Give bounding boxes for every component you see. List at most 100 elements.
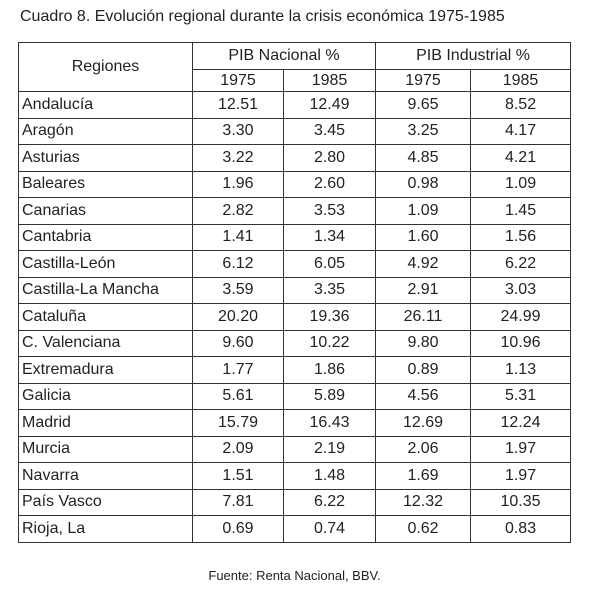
value-cell: 2.91 bbox=[375, 276, 472, 304]
region-cell: Asturias bbox=[18, 144, 193, 172]
region-cell: Extremadura bbox=[18, 356, 193, 384]
header-cell: 1985 bbox=[282, 69, 377, 92]
value-cell: 1.77 bbox=[192, 356, 284, 384]
region-cell: Galicia bbox=[18, 382, 193, 410]
header-row: 1975 1985 1975 1985 bbox=[19, 69, 572, 92]
source: Fuente: Renta Nacional, BBV. bbox=[208, 568, 381, 583]
region-cell: Baleares bbox=[18, 170, 193, 198]
table-header: Regiones PIB Nacional % PIB Industrial %… bbox=[18, 42, 572, 92]
table-row: Cantabria 1.41 1.34 1.60 1.56 bbox=[18, 223, 572, 251]
value-cell: 12.51 bbox=[192, 91, 284, 119]
value-cell: 5.61 bbox=[192, 382, 284, 410]
value-cell: 20.20 bbox=[192, 303, 284, 331]
table-row: C. Valenciana 9.60 10.22 9.80 10.96 bbox=[18, 329, 572, 357]
value-cell: 6.22 bbox=[470, 250, 572, 278]
value-cell: 24.99 bbox=[470, 303, 572, 331]
region-cell: Castilla-La Mancha bbox=[18, 276, 193, 304]
table-row: Castilla-León 6.12 6.05 4.92 6.22 bbox=[18, 250, 572, 278]
value-cell: 1.97 bbox=[470, 435, 572, 463]
value-cell: 12.69 bbox=[375, 409, 472, 437]
region-cell: C. Valenciana bbox=[18, 329, 193, 357]
value-cell: 1.60 bbox=[375, 223, 472, 251]
value-cell: 12.49 bbox=[282, 91, 377, 119]
value-cell: 10.96 bbox=[470, 329, 572, 357]
value-cell: 1.45 bbox=[470, 197, 572, 225]
value-cell: 4.17 bbox=[470, 117, 572, 145]
region-cell: Castilla-León bbox=[18, 250, 193, 278]
value-cell: 0.69 bbox=[192, 515, 284, 543]
value-cell: 3.45 bbox=[282, 117, 377, 145]
table-row: Castilla-La Mancha 3.59 3.35 2.91 3.03 bbox=[18, 276, 572, 304]
value-cell: 2.19 bbox=[282, 435, 377, 463]
value-cell: 0.74 bbox=[282, 515, 377, 543]
value-cell: 10.35 bbox=[470, 488, 572, 516]
value-cell: 2.80 bbox=[282, 144, 377, 172]
value-cell: 10.22 bbox=[282, 329, 377, 357]
value-cell: 15.79 bbox=[192, 409, 284, 437]
table-row: Aragón 3.30 3.45 3.25 4.17 bbox=[18, 117, 572, 145]
value-cell: 5.31 bbox=[470, 382, 572, 410]
table-row: Canarias 2.82 3.53 1.09 1.45 bbox=[18, 197, 572, 225]
table-row: Asturias 3.22 2.80 4.85 4.21 bbox=[18, 144, 572, 172]
region-cell: Murcia bbox=[18, 435, 193, 463]
table-body: Andalucía 12.51 12.49 9.65 8.52 Aragón 3.30 3.4… bbox=[18, 91, 572, 543]
title: Cuadro 8. Evolución regional durante la … bbox=[20, 8, 505, 25]
value-cell: 2.82 bbox=[192, 197, 284, 225]
value-cell: 1.86 bbox=[282, 356, 377, 384]
header-cell: PIB Industrial % bbox=[375, 42, 572, 70]
table-row: Rioja, La 0.69 0.74 0.62 0.83 bbox=[18, 515, 572, 543]
value-cell: 1.09 bbox=[470, 170, 572, 198]
region-cell: Cantabria bbox=[18, 223, 193, 251]
region-cell: País Vasco bbox=[18, 488, 193, 516]
value-cell: 12.24 bbox=[470, 409, 572, 437]
header-cell: 1975 bbox=[375, 69, 472, 92]
header-cell: 1975 bbox=[192, 69, 284, 92]
table-row: Extremadura 1.77 1.86 0.89 1.13 bbox=[18, 356, 572, 384]
region-cell: Navarra bbox=[18, 462, 193, 490]
table-row: Cataluña 20.20 19.36 26.11 24.99 bbox=[18, 303, 572, 331]
value-cell: 6.05 bbox=[282, 250, 377, 278]
value-cell: 16.43 bbox=[282, 409, 377, 437]
table-row: Andalucía 12.51 12.49 9.65 8.52 bbox=[18, 91, 572, 119]
value-cell: 1.09 bbox=[375, 197, 472, 225]
region-cell: Madrid bbox=[18, 409, 193, 437]
value-cell: 9.80 bbox=[375, 329, 472, 357]
region-cell: Aragón bbox=[18, 117, 193, 145]
table-row: Madrid 15.79 16.43 12.69 12.24 bbox=[18, 409, 572, 437]
value-cell: 3.30 bbox=[192, 117, 284, 145]
value-cell: 12.32 bbox=[375, 488, 472, 516]
table-row: Navarra 1.51 1.48 1.69 1.97 bbox=[18, 462, 572, 490]
value-cell: 4.92 bbox=[375, 250, 472, 278]
value-cell: 1.69 bbox=[375, 462, 472, 490]
region-cell: Cataluña bbox=[18, 303, 193, 331]
region-cell: Andalucía bbox=[18, 91, 193, 119]
value-cell: 1.13 bbox=[470, 356, 572, 384]
value-cell: 0.89 bbox=[375, 356, 472, 384]
value-cell: 0.83 bbox=[470, 515, 572, 543]
value-cell: 6.22 bbox=[282, 488, 377, 516]
header-cell: PIB Nacional % bbox=[191, 42, 377, 70]
value-cell: 19.36 bbox=[282, 303, 377, 331]
value-cell: 1.97 bbox=[470, 462, 572, 490]
value-cell: 2.60 bbox=[282, 170, 377, 198]
table-row: Galicia 5.61 5.89 4.56 5.31 bbox=[18, 382, 572, 410]
table-row: Baleares 1.96 2.60 0.98 1.09 bbox=[18, 170, 572, 198]
value-cell: 4.21 bbox=[470, 144, 572, 172]
table: Regiones PIB Nacional % PIB Industrial %… bbox=[18, 42, 572, 543]
value-cell: 3.25 bbox=[375, 117, 472, 145]
value-cell: 1.56 bbox=[470, 223, 572, 251]
value-cell: 6.12 bbox=[192, 250, 284, 278]
value-cell: 7.81 bbox=[192, 488, 284, 516]
value-cell: 4.56 bbox=[375, 382, 472, 410]
table-row: Murcia 2.09 2.19 2.06 1.97 bbox=[18, 435, 572, 463]
value-cell: 8.52 bbox=[470, 91, 572, 119]
value-cell: 3.03 bbox=[470, 276, 572, 304]
value-cell: 1.41 bbox=[192, 223, 284, 251]
value-cell: 2.09 bbox=[192, 435, 284, 463]
value-cell: 9.65 bbox=[375, 91, 472, 119]
value-cell: 9.60 bbox=[192, 329, 284, 357]
value-cell: 3.35 bbox=[282, 276, 377, 304]
value-cell: 2.06 bbox=[375, 435, 472, 463]
